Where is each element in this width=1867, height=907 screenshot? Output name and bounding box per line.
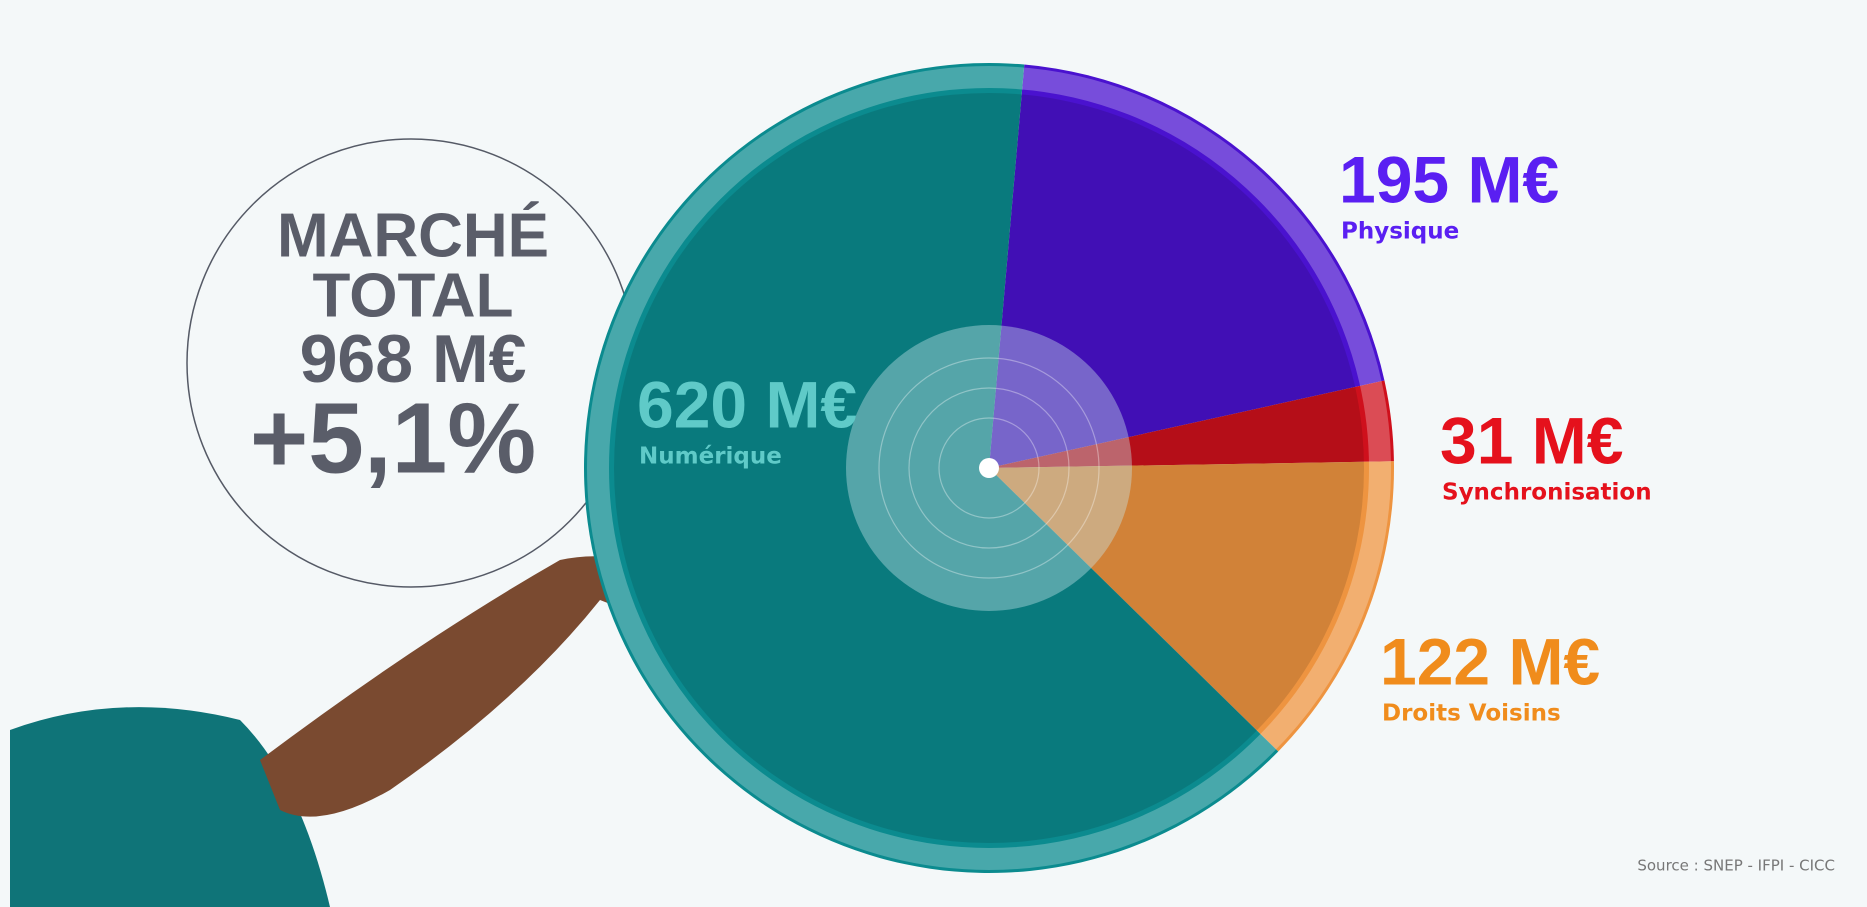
hand bbox=[260, 556, 740, 817]
slice bbox=[989, 380, 1394, 468]
disc-rim bbox=[587, 66, 1391, 870]
slice bbox=[989, 64, 1385, 469]
value-label: 620 M€ bbox=[637, 367, 857, 441]
annotation: +5,1% bbox=[250, 382, 536, 494]
category-label: Synchronisation bbox=[1442, 480, 1652, 506]
groove bbox=[908, 387, 1070, 549]
pie bbox=[584, 62, 1394, 874]
value-label: 122 M€ bbox=[1380, 624, 1600, 698]
value-label: 195 M€ bbox=[1339, 142, 1559, 216]
value-label: 31 M€ bbox=[1440, 403, 1623, 477]
groove bbox=[878, 357, 1100, 579]
category-label: Droits Voisins bbox=[1382, 701, 1561, 727]
annotation: 968 M€ bbox=[300, 321, 527, 397]
slice bbox=[584, 62, 1279, 874]
disc-hole bbox=[979, 458, 999, 478]
annotation: TOTAL bbox=[313, 261, 514, 330]
sleeve bbox=[10, 707, 330, 907]
labels: 195 M€ Physique 31 M€ Synchronisation 122 M€… bbox=[637, 142, 1652, 726]
source: Source : SNEP - IFPI - CICC bbox=[1637, 857, 1835, 875]
annotation: MARCHÉ bbox=[277, 201, 549, 270]
category-label: Physique bbox=[1341, 219, 1459, 245]
slice bbox=[989, 461, 1394, 752]
category-label: Numérique bbox=[639, 444, 782, 470]
groove bbox=[938, 417, 1040, 519]
